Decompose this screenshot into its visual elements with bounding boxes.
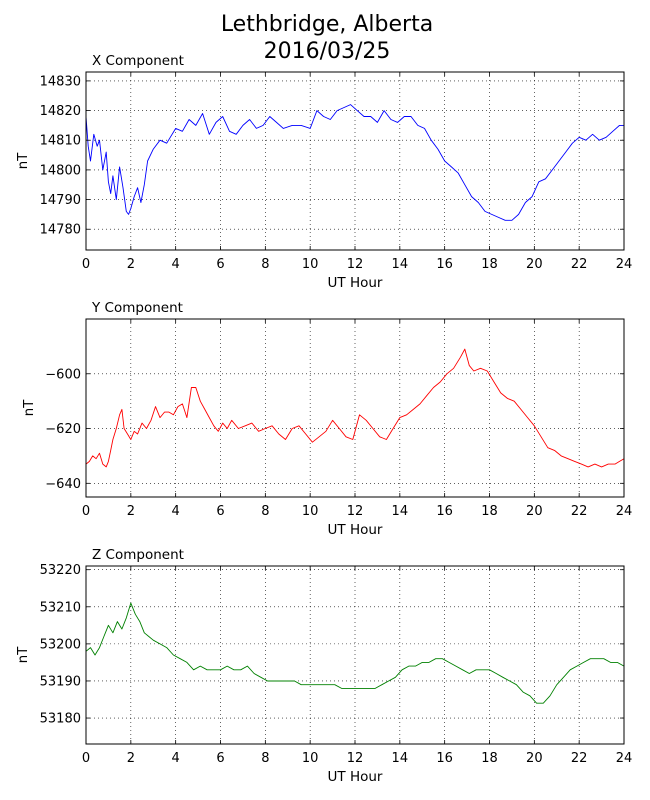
- x-component-title: X Component: [92, 53, 184, 69]
- y-xtick-label: 12: [347, 504, 364, 519]
- z-xtick-label: 8: [261, 751, 269, 766]
- x-xtick-label: 16: [436, 257, 453, 272]
- z-ytick-label: 53190: [40, 674, 81, 689]
- y-xtick-label: 10: [302, 504, 319, 519]
- z-xtick-label: 4: [172, 751, 180, 766]
- z-xtick-label: 0: [82, 751, 90, 766]
- z-xtick-label: 22: [571, 751, 588, 766]
- x-xtick-label: 6: [216, 257, 224, 272]
- x-yaxis-label: nT: [15, 152, 31, 170]
- y-xtick-label: 16: [436, 504, 453, 519]
- x-xtick-label: 22: [571, 257, 588, 272]
- x-ytick-label: 14830: [40, 74, 81, 89]
- x-ytick-label: 14810: [40, 134, 81, 149]
- y-xaxis-label: UT Hour: [328, 522, 383, 538]
- x-xtick-label: 4: [172, 257, 180, 272]
- z-xtick-label: 12: [347, 751, 364, 766]
- x-xtick-label: 14: [392, 257, 409, 272]
- y-component-title: Y Component: [91, 300, 183, 316]
- z-xtick-label: 16: [436, 751, 453, 766]
- x-xaxis-label: UT Hour: [328, 275, 383, 291]
- x-xtick-label: 24: [616, 257, 633, 272]
- y-ytick-label: −600: [45, 367, 81, 382]
- y-xtick-label: 18: [481, 504, 498, 519]
- x-ytick-label: 14790: [40, 193, 81, 208]
- x-xtick-label: 0: [82, 257, 90, 272]
- z-xtick-label: 18: [481, 751, 498, 766]
- y-component-series-line: [85, 348, 625, 468]
- y-xtick-label: 24: [616, 504, 633, 519]
- z-xtick-label: 24: [616, 751, 633, 766]
- z-xtick-label: 14: [392, 751, 409, 766]
- z-xtick-label: 20: [526, 751, 543, 766]
- z-component-series-line: [85, 602, 625, 704]
- y-yaxis-label: nT: [21, 399, 37, 417]
- x-ytick-label: 14800: [40, 163, 81, 178]
- z-xaxis-label: UT Hour: [328, 769, 383, 785]
- z-xtick-label: 6: [216, 751, 224, 766]
- y-ytick-label: −620: [45, 422, 81, 437]
- z-ytick-label: 53180: [40, 712, 81, 727]
- z-ytick-label: 53220: [40, 563, 81, 578]
- z-ytick-label: 53200: [40, 637, 81, 652]
- x-xtick-label: 18: [481, 257, 498, 272]
- x-ytick-label: 14780: [40, 223, 81, 238]
- chart-title-line1: Lethbridge, Alberta: [220, 12, 434, 37]
- y-xtick-label: 14: [392, 504, 409, 519]
- y-ytick-label: −640: [45, 477, 81, 492]
- x-component-series-line: [85, 104, 624, 221]
- z-ytick-label: 53210: [40, 600, 81, 615]
- chart-title-line2: 2016/03/25: [263, 39, 391, 64]
- x-xtick-label: 2: [127, 257, 135, 272]
- x-ytick-label: 14820: [40, 104, 81, 119]
- x-xtick-label: 20: [526, 257, 543, 272]
- z-yaxis-label: nT: [15, 646, 31, 664]
- y-xtick-label: 20: [526, 504, 543, 519]
- z-component-title: Z Component: [92, 547, 184, 563]
- z-xtick-label: 2: [127, 751, 135, 766]
- y-xtick-label: 8: [261, 504, 269, 519]
- y-xtick-label: 22: [571, 504, 588, 519]
- y-xtick-label: 0: [82, 504, 90, 519]
- x-xtick-label: 8: [261, 257, 269, 272]
- y-xtick-label: 4: [172, 504, 180, 519]
- y-xtick-label: 2: [127, 504, 135, 519]
- x-xtick-label: 12: [347, 257, 364, 272]
- z-xtick-label: 10: [302, 751, 319, 766]
- x-xtick-label: 10: [302, 257, 319, 272]
- y-xtick-label: 6: [216, 504, 224, 519]
